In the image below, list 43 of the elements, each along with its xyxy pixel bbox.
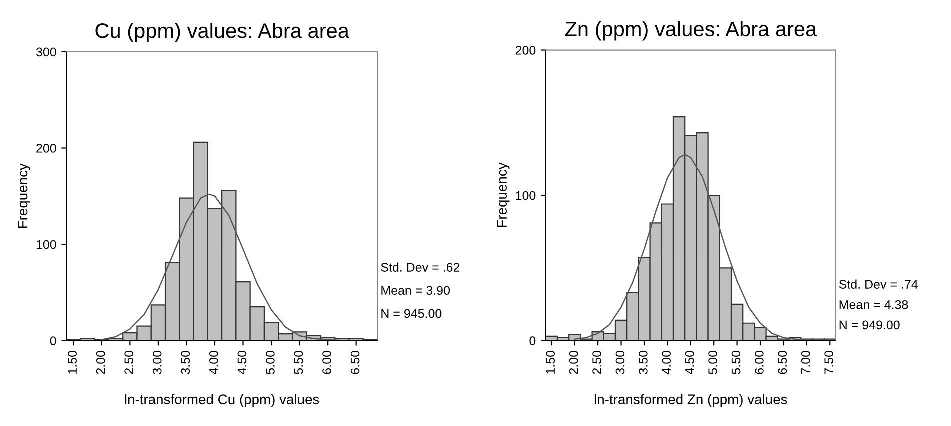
x-tick-label: 1.50 — [68, 351, 77, 374]
x-tick-label: 3.00 — [152, 351, 162, 374]
x-tick-label: 5.50 — [732, 351, 741, 374]
text: N = 945.00 — [382, 309, 442, 318]
x-tick-label: 6.00 — [755, 351, 764, 374]
x-tick-label: 5.00 — [708, 351, 718, 374]
x-tick-label: 6.50 — [778, 351, 788, 374]
x-tick-label: 4.50 — [685, 351, 694, 375]
y-tick-label: 300 — [36, 48, 56, 57]
x-tick-label: 3.50 — [638, 351, 648, 374]
x-tick-label: 2.00 — [569, 351, 578, 374]
y-tick-label: 0 — [530, 336, 536, 346]
x-tick-label: 2.50 — [592, 351, 602, 374]
y-axis-title: Frequency — [18, 164, 30, 228]
x-tick-label: 1.50 — [546, 351, 556, 374]
text: N = 949.00 — [840, 320, 900, 330]
x-tick-label: 4.00 — [209, 351, 218, 375]
x-tick-label: 3.50 — [181, 351, 190, 374]
x-tick-label: 4.50 — [238, 351, 247, 375]
x-tick-label: 2.00 — [96, 351, 106, 374]
x-tick-label: 3.00 — [616, 351, 625, 374]
x-tick-label: 6.50 — [350, 351, 360, 374]
x-axis-title: ln-transformed Zn (ppm) values — [594, 394, 788, 408]
x-tick-label: 4.00 — [662, 351, 672, 375]
y-tick-label: 100 — [516, 191, 536, 200]
y-tick-label: 100 — [36, 240, 56, 250]
y-tick-label: 200 — [516, 46, 536, 55]
text: Std. Dev = .62 — [381, 262, 460, 272]
chart-title: Zn (ppm) values: Abra area — [565, 21, 818, 41]
y-tick-label: 0 — [50, 336, 56, 346]
x-tick-label: 2.50 — [124, 351, 134, 374]
text: Mean = 4.38 — [840, 300, 908, 310]
y-axis-title: Frequency — [497, 162, 510, 228]
x-tick-label: 7.50 — [824, 351, 834, 374]
x-axis-title: ln-transformed Cu (ppm) values — [125, 394, 320, 408]
text: Mean = 3.90 — [382, 286, 450, 296]
x-tick-label: 7.00 — [801, 351, 810, 374]
x-tick-label: 6.00 — [322, 351, 332, 374]
y-tick-label: 200 — [36, 144, 56, 153]
chart-title: Cu (ppm) values: Abra area — [96, 22, 350, 42]
text: Std. Dev = .74 — [839, 280, 918, 289]
x-tick-label: 5.00 — [266, 351, 275, 374]
x-tick-label: 5.50 — [294, 351, 304, 374]
